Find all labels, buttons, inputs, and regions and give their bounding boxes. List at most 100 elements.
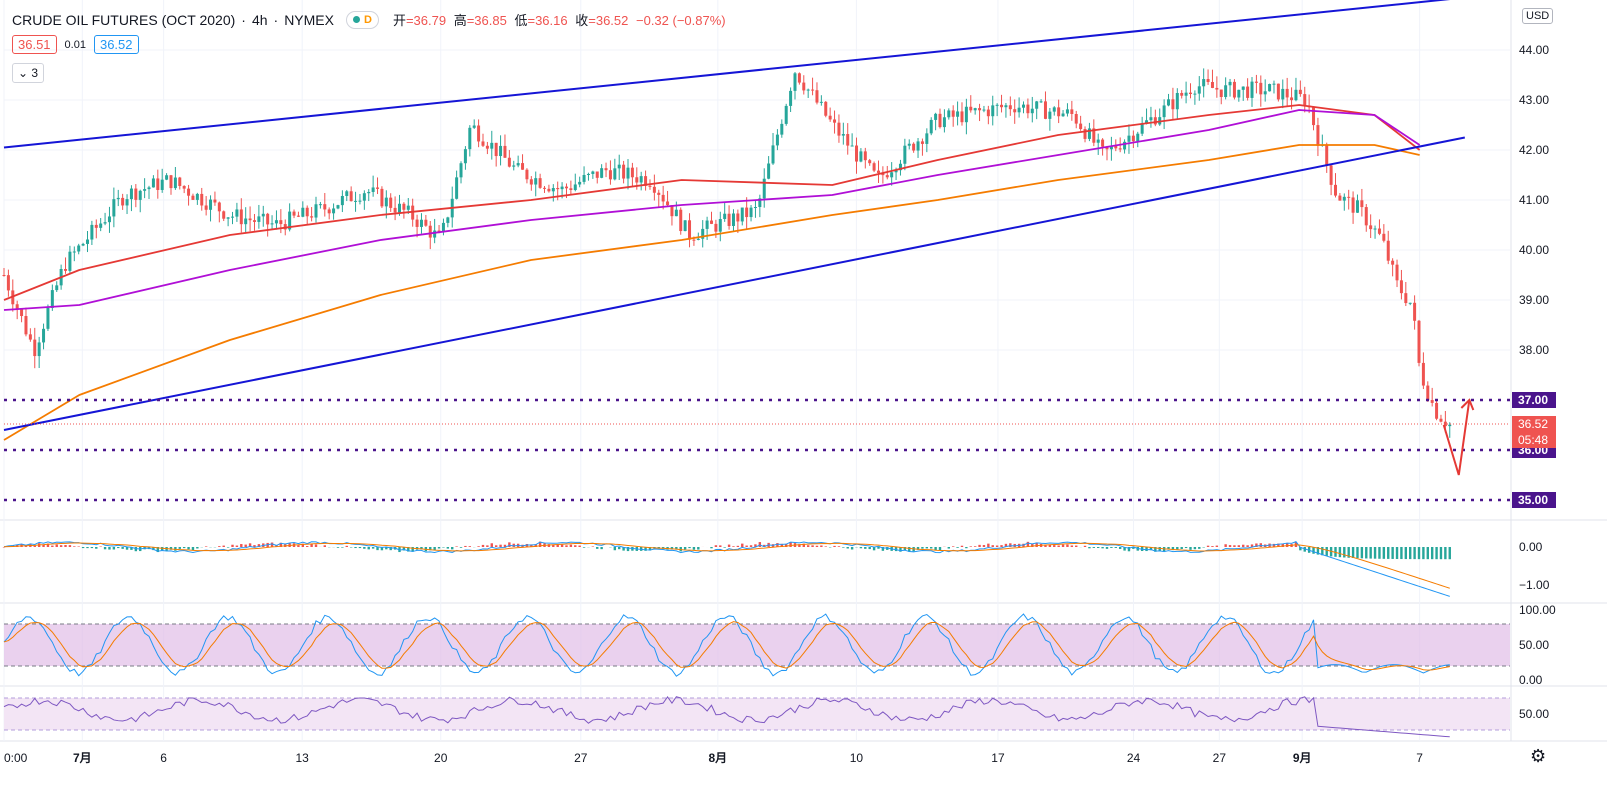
candle-body — [28, 334, 32, 340]
candle-body — [600, 168, 604, 178]
candle-body — [978, 108, 982, 111]
currency-button[interactable]: USD — [1522, 8, 1554, 24]
macd-bar — [235, 545, 239, 547]
candle-body — [692, 239, 696, 241]
candle-body — [1373, 228, 1377, 230]
ask-price-button[interactable]: 36.52 — [93, 35, 139, 54]
interval-label[interactable]: 4h — [251, 11, 268, 28]
candle-body — [1342, 196, 1346, 201]
candle-body — [582, 174, 586, 182]
candle-body — [1386, 240, 1390, 261]
macd-bar — [297, 545, 300, 547]
market-status-pill[interactable]: D — [345, 10, 379, 29]
time-tick-label: 9月 — [1293, 751, 1312, 765]
candle-body — [191, 195, 195, 200]
candle-body — [775, 134, 779, 146]
candle-body — [428, 225, 432, 238]
candle-body — [1421, 362, 1425, 386]
candle-body — [815, 90, 819, 103]
macd-bar — [420, 547, 423, 550]
macd-bar — [371, 547, 375, 549]
macd-bar — [407, 547, 410, 552]
stoch-tick-label: 50.00 — [1519, 638, 1549, 652]
macd-bar — [51, 545, 54, 547]
symbol-title[interactable]: CRUDE OIL FUTURES (OCT 2020) — [12, 11, 236, 28]
separator-dot: · — [241, 11, 246, 28]
macd-bar — [345, 545, 348, 547]
macd-bar — [103, 547, 107, 550]
candle-body — [24, 316, 28, 335]
candle-body — [103, 222, 107, 224]
candle-body — [1109, 145, 1113, 150]
macd-bar — [42, 544, 45, 547]
separator-dot: · — [273, 11, 279, 28]
candle-body — [745, 207, 749, 218]
candle-body — [1123, 141, 1127, 150]
candle-body — [419, 219, 423, 227]
candle-body — [1364, 207, 1368, 226]
macd-bar — [1211, 546, 1214, 547]
macd-bar — [301, 543, 305, 547]
macd-bar — [86, 547, 89, 549]
macd-bar — [763, 544, 766, 547]
macd-bar — [1233, 545, 1236, 547]
candle-body — [898, 163, 902, 171]
macd-bar — [877, 547, 880, 549]
candle-body — [595, 171, 599, 178]
macd-bar — [644, 547, 647, 551]
candle-body — [455, 177, 459, 199]
macd-bar — [534, 544, 537, 547]
bid-price-button[interactable]: 36.51 — [12, 35, 57, 54]
candle-body — [767, 163, 771, 179]
indicators-toggle-button[interactable]: ⌄ 3 — [12, 63, 45, 83]
candle-body — [1061, 113, 1065, 117]
macd-bar — [55, 544, 58, 547]
gear-icon[interactable]: ⚙ — [1530, 746, 1547, 766]
macd-bar — [24, 546, 28, 547]
stoch-tick-label: 0.00 — [1519, 673, 1543, 687]
macd-bar — [156, 547, 160, 553]
candle-body — [1448, 424, 1452, 427]
macd-bar — [552, 544, 555, 547]
candle-body — [292, 211, 296, 216]
candle-body — [1417, 320, 1421, 363]
candle-body — [1413, 302, 1417, 321]
candle-body — [371, 187, 375, 192]
macd-bar — [820, 545, 823, 547]
candle-body — [841, 134, 845, 136]
macd-bar — [789, 541, 792, 547]
macd-bar — [683, 547, 687, 550]
macd-bar — [741, 543, 744, 547]
candle-body — [534, 178, 538, 185]
macd-bar — [244, 544, 247, 547]
candle-body — [37, 342, 41, 357]
time-tick-label: 8月 — [709, 751, 728, 765]
candle-body — [569, 188, 573, 191]
macd-bar — [125, 547, 129, 550]
candle-body — [736, 213, 740, 222]
candle-body — [235, 209, 239, 217]
candle-body — [683, 220, 687, 232]
spread-value: 0.01 — [64, 38, 86, 51]
candle-body — [850, 145, 854, 147]
candle-body — [929, 119, 933, 134]
candle-body — [1395, 264, 1399, 281]
macd-bar — [886, 547, 889, 550]
candle-body — [1347, 196, 1351, 198]
candle-body — [1316, 125, 1320, 146]
candle-body — [890, 172, 894, 178]
candle-body — [1105, 146, 1109, 150]
macd-bar — [833, 545, 836, 547]
macd-bar — [1176, 547, 1179, 550]
level-label-bg — [1512, 492, 1556, 508]
candle-body — [468, 127, 472, 150]
indicator-count: 3 — [31, 66, 39, 80]
macd-bar — [798, 544, 801, 547]
price-tick-label: 39.00 — [1519, 293, 1549, 307]
macd-bar — [2, 547, 6, 548]
macd-bar — [1360, 547, 1364, 559]
macd-bar — [987, 543, 990, 547]
candle-body — [1118, 148, 1122, 150]
macd-bar — [1031, 543, 1034, 547]
